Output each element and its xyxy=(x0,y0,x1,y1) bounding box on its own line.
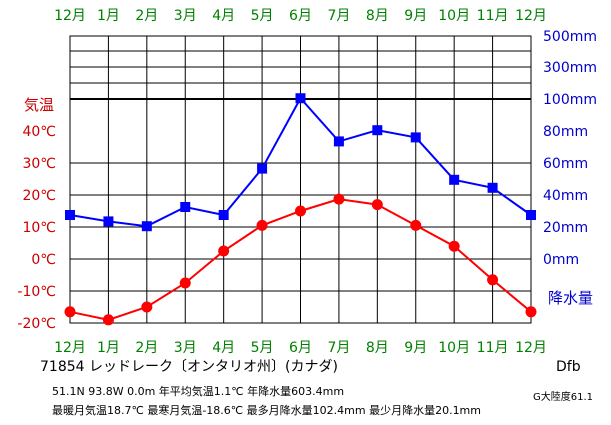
temperature-axis-title: 気温 xyxy=(24,96,54,114)
top-month-label: 12月 xyxy=(54,8,86,24)
precipitation-tick-label: 60mm xyxy=(543,156,588,172)
precipitation-point xyxy=(487,182,498,193)
temperature-point xyxy=(448,240,460,252)
precipitation-tick-label: 500mm xyxy=(543,29,597,45)
temperature-tick-label: 10℃ xyxy=(22,220,56,236)
precipitation-tick-label: 100mm xyxy=(543,92,597,108)
continentality-index: G大陸度61.1 xyxy=(533,392,594,403)
temperature-tick-label: 40℃ xyxy=(22,124,56,140)
precipitation-tick-label: 300mm xyxy=(543,60,597,76)
top-month-label: 10月 xyxy=(438,8,470,24)
temperature-tick-label: 0℃ xyxy=(31,252,56,268)
temperature-axis-ticks: -20℃ -10℃ 0℃ 10℃ 20℃ 30℃ 40℃ xyxy=(17,124,56,332)
bottom-month-label: 3月 xyxy=(174,340,197,356)
precipitation-tick-label: 80mm xyxy=(543,124,588,140)
precipitation-point xyxy=(103,216,114,227)
top-month-label: 5月 xyxy=(251,8,274,24)
bottom-month-label: 6月 xyxy=(289,340,312,356)
precipitation-point xyxy=(410,132,421,143)
top-month-label: 6月 xyxy=(289,8,312,24)
bottom-month-label: 5月 xyxy=(251,340,274,356)
precipitation-point xyxy=(372,125,383,136)
bottom-month-label: 4月 xyxy=(212,340,235,356)
top-month-label: 4月 xyxy=(212,8,235,24)
top-month-label: 9月 xyxy=(404,8,427,24)
precipitation-point xyxy=(141,221,152,232)
bottom-month-label: 7月 xyxy=(327,340,350,356)
bottom-month-label: 1月 xyxy=(97,340,120,356)
temperature-point xyxy=(487,274,499,286)
top-month-label: 7月 xyxy=(327,8,350,24)
bottom-month-label: 12月 xyxy=(54,340,86,356)
temperature-point xyxy=(525,306,537,318)
temperature-series xyxy=(64,193,537,326)
temperature-tick-label: -20℃ xyxy=(17,316,56,332)
bottom-month-label: 11月 xyxy=(477,340,509,356)
precipitation-point xyxy=(257,163,268,174)
temperature-tick-label: 20℃ xyxy=(22,188,56,204)
bottom-month-label: 12月 xyxy=(515,340,547,356)
temperature-point xyxy=(410,219,422,231)
bottom-month-label: 8月 xyxy=(366,340,389,356)
precipitation-point xyxy=(333,136,344,147)
precipitation-tick-label: 0mm xyxy=(543,252,579,268)
temperature-point xyxy=(218,245,230,257)
climate-classification: Dfb xyxy=(556,359,581,375)
temperature-point xyxy=(333,193,345,205)
station-name: 71854 レッドレーク〔オンタリオ州〕(カナダ) xyxy=(40,359,338,375)
bottom-month-label: 9月 xyxy=(404,340,427,356)
temperature-point xyxy=(102,314,114,326)
bottom-month-labels: 12月 1月 2月 3月 4月 5月 6月 7月 8月 9月 10月 11月 12月 xyxy=(54,340,547,356)
top-month-label: 2月 xyxy=(135,8,158,24)
precipitation-point xyxy=(65,210,75,220)
precipitation-point xyxy=(295,93,306,104)
temperature-point xyxy=(64,306,76,318)
temperature-point xyxy=(371,199,383,211)
temperature-point xyxy=(256,219,268,231)
top-month-label: 12月 xyxy=(515,8,547,24)
temperature-point xyxy=(141,301,153,313)
precipitation-tick-label: 40mm xyxy=(543,188,588,204)
bottom-month-label: 2月 xyxy=(135,340,158,356)
temperature-point xyxy=(295,205,306,217)
top-month-labels: 12月 1月 2月 3月 4月 5月 6月 7月 8月 9月 10月 11月 12月 xyxy=(54,8,547,24)
temperature-point xyxy=(179,277,191,289)
top-month-label: 1月 xyxy=(97,8,120,24)
top-month-label: 3月 xyxy=(174,8,197,24)
grid-lines xyxy=(69,35,532,324)
precipitation-point xyxy=(218,210,229,220)
precipitation-tick-label: 20mm xyxy=(543,220,588,236)
top-month-label: 8月 xyxy=(366,8,389,24)
bottom-month-label: 10月 xyxy=(438,340,470,356)
precipitation-axis-ticks: 0mm 20mm 40mm 60mm 80mm 100mm 300mm 500mm xyxy=(543,29,597,268)
temperature-tick-label: -10℃ xyxy=(17,284,56,300)
precipitation-axis-title: 降水量 xyxy=(548,289,593,307)
climate-chart: 12月 1月 2月 3月 4月 5月 6月 7月 8月 9月 10月 11月 12月 12月 1月 2月 3月… xyxy=(17,8,597,356)
top-month-label: 11月 xyxy=(477,8,509,24)
precipitation-series xyxy=(65,93,536,232)
temperature-tick-label: 30℃ xyxy=(22,156,56,172)
station-stats-line2: 最暖月気温18.7℃ 最寒月気温-18.6℃ 最多月降水量102.4mm 最少月… xyxy=(52,404,481,417)
precipitation-point xyxy=(526,210,536,220)
precipitation-point xyxy=(449,174,460,185)
precipitation-point xyxy=(180,202,191,212)
station-stats-line1: 51.1N 93.8W 0.0m 年平均気温1.1℃ 年降水量603.4mm xyxy=(52,385,345,398)
